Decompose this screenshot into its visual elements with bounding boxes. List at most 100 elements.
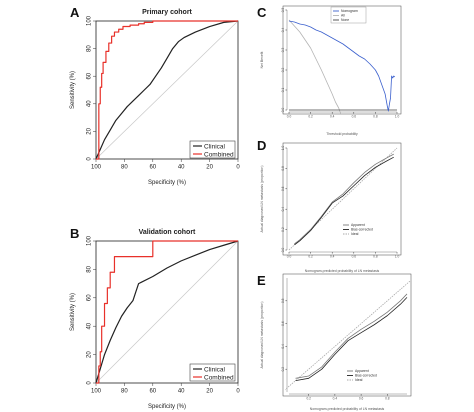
panel-d-x-tick-label: 1.0 [395,255,400,259]
panel-b-x-tick-label: 40 [178,389,185,395]
panel-e-y-tick-label: 0.2 [281,367,285,372]
panel-c-xlabel: Threshold probability [326,132,358,136]
panel-e-x-tick-label: 0.4 [333,397,338,401]
panel-b-legend: Clinical Combined [189,363,236,382]
panel-a-legend: Clinical Combined [189,140,236,159]
panel-b-x-tick-label: 20 [206,389,213,395]
panel-b-legend-clinical: Clinical [204,367,226,374]
panel-b-y-tick-label: 80 [87,265,93,272]
panel-c-x-tick-label: 0.4 [330,115,335,119]
panel-b-x-tick-label: 0 [236,389,240,395]
panel-c-y-tick-label: 0.4 [281,28,285,33]
panel-d-legend-bias-corrected: Bias-corrected [351,228,373,232]
panel-a-series [95,20,239,160]
panel-d-x-tick-label: 0.2 [308,255,313,259]
panel-c-x-tick-label: 0.8 [373,115,378,119]
panel-d-xlabel: Nomogram-predicted probability of LN met… [305,269,380,273]
panel-a-x-tick-label: 100 [91,165,102,171]
panel-d: D 0.0 0.2 0.4 0.6 0.8 1.0 0.0 0.2 0.4 0.6 0.8 1.0 N… [257,138,402,273]
panel-d-ylabel: Actual diagnosed LN metastasis (proporti… [260,166,264,233]
panel-c-legend: Nomogram All None [330,6,367,24]
panel-c-x-tick-label: 0.2 [308,115,313,119]
panel-b-y-tick-label: 20 [87,351,93,358]
panel-b-y-tick-label: 100 [87,235,93,246]
panel-d-series-apparent [294,153,394,245]
panel-c-y-tick-label: 0.5 [281,8,285,13]
panel-b-ylabel: Sensitivity (%) [70,293,76,331]
panel-a-series-combined [96,20,238,160]
panel-d-x-tick-label: 0.6 [352,255,357,259]
panel-a-ticks: 100 80 60 40 20 0 0 20 40 60 80 100 [87,15,241,170]
panel-c: C 0.0 0.2 0.4 0.6 0.8 1.0 0.0 0.1 0.2 0.3 0.4 0.5 T… [257,5,402,136]
panel-c-series [288,19,397,114]
panel-e-xlabel: Nomogram-predicted probability of LN met… [310,407,385,411]
panel-b: B Validation cohort 100 80 60 40 20 0 0 20 40 60 8… [70,226,240,410]
panel-b-title: Validation cohort [139,229,196,236]
panel-c-series-all [288,19,342,114]
panel-c-frame [282,5,402,115]
panel-b-series-clinical [95,240,239,384]
panel-d-legend-ideal: Ideal [351,232,359,236]
panel-b-y-tick-label: 0 [87,381,93,385]
panel-b-y-tick-label: 60 [87,294,93,301]
panel-a-series-reference [95,20,239,160]
panel-d-y-tick-label: 0.0 [281,248,285,253]
panel-a-series-clinical [95,20,239,160]
panel-d-label: D [257,138,266,153]
panel-a-y-tick-label: 80 [87,45,93,52]
panel-c-x-tick-label: 0.6 [352,115,357,119]
panel-e-ticks: 0.2 0.4 0.6 0.8 0.2 0.4 0.6 0.8 [281,278,407,401]
panel-d-x-tick-label: 0.8 [373,255,378,259]
panel-c-y-tick-label: 0.3 [281,48,285,53]
panel-b-x-tick-label: 60 [149,389,156,395]
panel-c-ylabel: Net Benefit [260,52,264,69]
panel-a: A Primary cohort 100 80 60 40 20 002040608010… [70,5,240,186]
panel-a-label: A [70,5,80,20]
panel-c-legend-all: All [341,14,345,18]
panel-e-ylabel: Actual diagnosed LN metastasis (proporti… [260,302,264,369]
panel-a-x-tick-label: 0 [236,165,240,171]
panel-a-xlabel: Specificity (%) [148,180,186,186]
panel-b-x-tick-label: 100 [91,389,102,395]
panel-d-series-bias-corrected [294,156,394,246]
panel-a-legend-combined: Combined [204,152,234,159]
panel-b-series-combined [96,240,238,384]
panel-c-label: C [257,5,267,20]
panel-e-x-tick-label: 0.2 [306,397,311,401]
panel-e: E 0.2 0.4 0.6 0.8 0.2 0.4 0.6 0.8 Nomogram-pred… [257,273,412,411]
panel-e-x-tick-label: 0.8 [385,397,390,401]
panel-b-label: B [70,226,79,241]
panel-e-series-apparent [295,293,408,379]
panel-d-legend: Apparent Bias-corrected Ideal [343,223,373,236]
panel-a-x-tick-label: 20 [206,165,213,171]
panel-a-y-tick-label: 60 [87,72,93,79]
panel-e-legend: Apparent Bias-corrected Ideal [347,369,377,382]
panel-e-y-tick-label: 0.8 [281,298,285,303]
panel-d-x-tick-label: 0.4 [330,255,335,259]
panel-a-legend-clinical: Clinical [204,144,226,151]
panel-c-y-tick-label: 0.0 [281,108,285,113]
panel-e-legend-ideal: Ideal [355,378,363,382]
panel-a-x-tick-label: 40 [178,165,185,171]
panel-a-y-tick-label: 0 [87,157,93,161]
panel-d-y-tick-label: 0.6 [281,186,285,191]
panel-d-y-tick-label: 0.8 [281,166,285,171]
panel-a-ylabel: Sensitivity (%) [70,71,76,109]
panel-a-y-tick-label: 20 [87,127,93,134]
panel-d-frame [282,142,402,256]
panel-d-ticks: 0.0 0.2 0.4 0.6 0.8 1.0 0.0 0.2 0.4 0.6 0.8 1.0 [281,146,400,259]
panel-d-x-tick-label: 0.0 [287,255,292,259]
panel-a-title: Primary cohort [142,9,192,16]
panel-d-y-tick-label: 0.4 [281,207,285,212]
panel-e-series-bias-corrected [295,297,408,381]
panel-a-y-tick-label: 40 [87,100,93,107]
panel-e-y-tick-label: 0.4 [281,344,285,349]
panel-c-ticks: 0.0 0.2 0.4 0.6 0.8 1.0 0.0 0.1 0.2 0.3 0.4 0.5 [281,8,400,119]
panel-c-series-nomogram [288,20,396,112]
panel-d-y-tick-label: 0.2 [281,227,285,232]
panel-b-ticks: 100 80 60 40 20 0 0 20 40 60 80 100 [87,235,241,394]
panel-b-xlabel: Specificity (%) [148,404,186,410]
panel-c-x-tick-label: 1.0 [395,115,400,119]
panel-c-legend-none: None [341,18,349,22]
panel-a-y-tick-label: 100 [87,15,93,26]
